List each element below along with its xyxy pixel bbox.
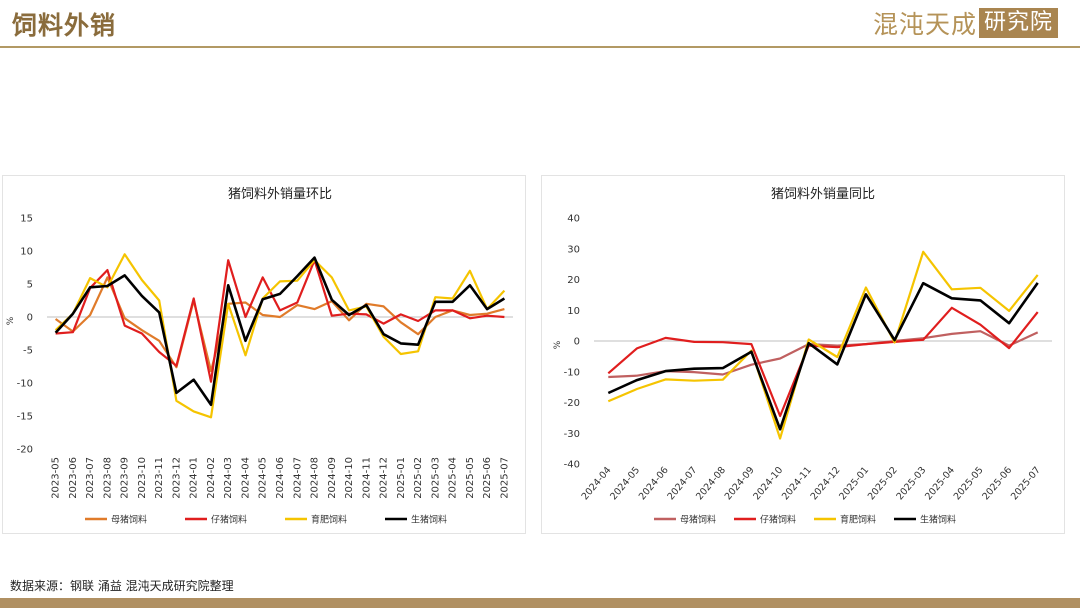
series-line-2	[607, 306, 1039, 418]
legend-label: 母猪饲料	[680, 514, 716, 526]
x-tick-label: 2025-06	[482, 457, 493, 499]
y-tick-label: -10	[17, 379, 33, 390]
y-tick-label: 0	[27, 313, 33, 324]
x-tick-label: 2024-09	[327, 457, 338, 499]
chart-panel-yoy: 猪饲料外销量同比 -40 -30 -20 -10 0 10 20 30 40% 2024-04 202…	[541, 175, 1065, 534]
y-tick-label: 20	[567, 275, 580, 286]
y-tick-label: 40	[567, 214, 580, 225]
legend-label: 生猪饲料	[411, 514, 447, 526]
legend-label: 母猪饲料	[111, 514, 147, 526]
y-tick-label: -40	[564, 460, 580, 471]
x-tick-label: 2025-07	[499, 457, 510, 499]
x-tick-label: 2025-01	[396, 457, 407, 499]
legend-label: 仔猪饲料	[760, 514, 796, 526]
series-line-3	[607, 250, 1039, 440]
chart-yoy-svg: 猪饲料外销量同比-40-30-20-10010203040%2024-04202…	[553, 187, 1052, 526]
y-tick-label: 5	[27, 280, 33, 291]
footer-bar	[0, 598, 1080, 608]
x-tick-label: 2024-01	[189, 457, 200, 499]
header-divider	[0, 46, 1080, 48]
brand-name: 混沌天成	[872, 10, 977, 39]
x-tick-label: 2025-03	[430, 457, 441, 499]
x-tick-label: 2023-09	[120, 457, 131, 499]
series-line-4	[54, 256, 506, 407]
y-axis-label: %	[553, 340, 563, 349]
x-tick-label: 2024-06	[275, 457, 286, 499]
x-tick-label: 2024-03	[223, 457, 234, 499]
x-tick-label: 2023-10	[137, 457, 148, 499]
x-tick-label: 2024-11	[361, 457, 372, 499]
x-tick-label: 2023-07	[85, 457, 96, 499]
y-tick-label: 15	[20, 214, 33, 225]
source-note: 数据来源：钢联 涌益 混沌天成研究院整理	[10, 579, 234, 593]
page-title: 饲料外销	[12, 11, 117, 40]
x-tick-label: 2023-11	[154, 457, 165, 499]
legend-label: 生猪饲料	[920, 514, 956, 526]
y-tick-label: -30	[564, 429, 580, 440]
x-tick-label: 2025-07	[1009, 465, 1043, 502]
chart-title: 猪饲料外销量环比	[228, 187, 332, 202]
series-line-2	[55, 259, 505, 383]
x-tick-label: 2024-02	[206, 457, 217, 499]
y-tick-label: -15	[17, 412, 33, 423]
x-tick-label: 2024-05	[258, 457, 269, 499]
y-tick-label: 10	[20, 247, 33, 258]
x-tick-label: 2024-04	[240, 457, 251, 499]
x-tick-label: 2023-05	[51, 457, 62, 499]
y-tick-label: -5	[23, 346, 33, 357]
x-tick-label: 2023-08	[102, 457, 113, 499]
x-tick-label: 2024-10	[344, 457, 355, 499]
legend-label: 育肥饲料	[840, 514, 876, 526]
y-axis-label: %	[6, 316, 16, 325]
y-tick-label: 10	[567, 306, 580, 317]
brand-logo: 混沌天成 研究院	[872, 8, 1058, 39]
y-tick-label: -20	[17, 445, 33, 456]
x-tick-label: 2024-08	[310, 457, 321, 499]
x-tick-label: 2023-12	[171, 457, 182, 499]
y-tick-label: -10	[564, 367, 580, 378]
chart-title: 猪饲料外销量同比	[771, 187, 875, 202]
x-tick-label: 2023-06	[68, 457, 79, 499]
header-bar: 饲料外销 混沌天成 研究院	[0, 0, 1080, 46]
legend-label: 仔猪饲料	[211, 514, 247, 526]
x-tick-label: 2025-02	[413, 457, 424, 499]
chart-panel-mom: 猪饲料外销量环比 -20 -15 -10 -5 0 5 10 15% 2023-05 2023-06…	[2, 175, 526, 534]
x-tick-label: 2024-07	[292, 457, 303, 499]
series-line-1	[608, 330, 1039, 379]
y-tick-label: 0	[574, 337, 580, 348]
x-tick-label: 2025-05	[465, 457, 476, 499]
x-tick-label: 2024-12	[379, 457, 390, 499]
chart-mom-svg: 猪饲料外销量环比 -20 -15 -10 -5 0 5 10 15% 2023-05 2023-06…	[6, 187, 513, 526]
brand-box: 研究院	[978, 8, 1058, 38]
series-line-4	[607, 281, 1039, 431]
legend-label: 育肥饲料	[311, 514, 347, 526]
x-tick-label: 2025-04	[448, 457, 459, 499]
y-tick-label: -20	[564, 398, 580, 409]
series-line-1	[54, 276, 505, 373]
series-line-3	[54, 253, 506, 419]
y-tick-label: 30	[567, 244, 580, 255]
